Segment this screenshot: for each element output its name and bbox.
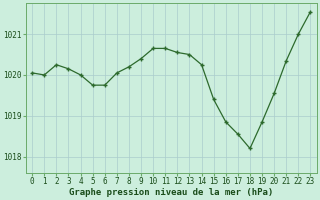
X-axis label: Graphe pression niveau de la mer (hPa): Graphe pression niveau de la mer (hPa) — [69, 188, 274, 197]
